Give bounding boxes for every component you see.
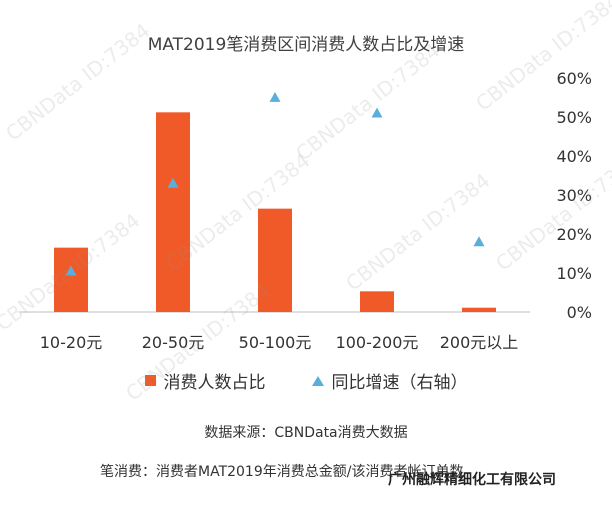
x-tick-label: 100-200元 <box>336 333 419 352</box>
y-right-tick-label: 50% <box>556 108 592 127</box>
legend: 消费人数占比 同比增速（右轴） <box>0 368 612 393</box>
bar-4 <box>462 307 496 312</box>
legend-marker-label: 同比增速（右轴） <box>331 373 468 393</box>
data-source: 数据来源：CBNData消费大数据 <box>204 425 408 441</box>
y-right-tick-label: 30% <box>556 186 592 205</box>
legend-item-marker: 同比增速（右轴） <box>311 368 468 393</box>
x-tick-label: 50-100元 <box>239 333 312 352</box>
bar-0 <box>54 247 88 312</box>
x-tick-label: 200元以上 <box>440 333 519 352</box>
legend-bar-swatch <box>144 375 156 386</box>
y-right-tick-label: 40% <box>556 147 592 166</box>
bar-2 <box>258 208 292 312</box>
chart-title: MAT2019笔消费区间消费人数占比及增速 <box>147 35 465 55</box>
bar-3 <box>360 291 394 312</box>
growth-marker-0 <box>65 265 77 276</box>
company-watermark: 广州融辉精细化工有限公司 <box>388 472 556 488</box>
y-right-tick-label: 60% <box>556 69 592 88</box>
y-right-tick-label: 10% <box>556 264 592 283</box>
y-right-tick-label: 20% <box>556 225 592 244</box>
legend-item-bar: 消费人数占比 <box>144 368 266 393</box>
x-tick-label: 10-20元 <box>40 333 103 352</box>
triangle-icon <box>311 375 324 386</box>
growth-marker-2 <box>269 92 281 102</box>
growth-marker-3 <box>371 107 383 118</box>
growth-marker-4 <box>473 236 485 247</box>
legend-bar-label: 消费人数占比 <box>163 373 266 393</box>
x-tick-label: 20-50元 <box>142 333 205 352</box>
growth-marker-1 <box>167 177 179 188</box>
footnote: 笔消费：消费者MAT2019年消费总金额/该消费者帐订单数 <box>100 464 464 480</box>
bar-1 <box>156 112 190 312</box>
y-right-tick-label: 0% <box>567 303 592 322</box>
